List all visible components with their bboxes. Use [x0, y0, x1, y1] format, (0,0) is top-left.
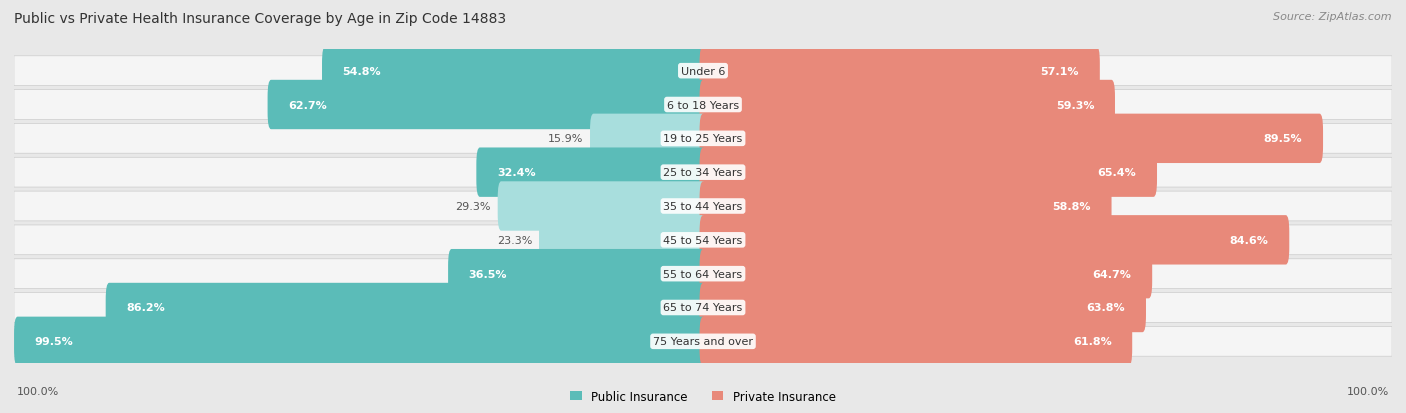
FancyBboxPatch shape — [700, 47, 1099, 96]
FancyBboxPatch shape — [14, 90, 1392, 120]
FancyBboxPatch shape — [700, 114, 1323, 164]
FancyBboxPatch shape — [322, 47, 706, 96]
Text: 86.2%: 86.2% — [127, 303, 165, 313]
Text: 15.9%: 15.9% — [548, 134, 583, 144]
Text: 29.3%: 29.3% — [456, 202, 491, 211]
Text: 100.0%: 100.0% — [1347, 387, 1389, 396]
Text: Public vs Private Health Insurance Coverage by Age in Zip Code 14883: Public vs Private Health Insurance Cover… — [14, 12, 506, 26]
FancyBboxPatch shape — [14, 293, 1392, 323]
Text: 6 to 18 Years: 6 to 18 Years — [666, 100, 740, 110]
FancyBboxPatch shape — [700, 148, 1157, 197]
FancyBboxPatch shape — [538, 216, 706, 265]
Text: Under 6: Under 6 — [681, 66, 725, 76]
FancyBboxPatch shape — [477, 148, 706, 197]
Text: 36.5%: 36.5% — [468, 269, 508, 279]
FancyBboxPatch shape — [700, 182, 1112, 231]
Text: 32.4%: 32.4% — [496, 168, 536, 178]
Text: 65 to 74 Years: 65 to 74 Years — [664, 303, 742, 313]
Text: 64.7%: 64.7% — [1092, 269, 1132, 279]
Text: Source: ZipAtlas.com: Source: ZipAtlas.com — [1274, 12, 1392, 22]
FancyBboxPatch shape — [700, 317, 1132, 366]
FancyBboxPatch shape — [591, 114, 706, 164]
FancyBboxPatch shape — [700, 283, 1146, 332]
Text: 99.5%: 99.5% — [35, 337, 73, 347]
Legend: Public Insurance, Private Insurance: Public Insurance, Private Insurance — [571, 390, 835, 403]
Text: 62.7%: 62.7% — [288, 100, 328, 110]
Text: 59.3%: 59.3% — [1056, 100, 1094, 110]
Text: 23.3%: 23.3% — [496, 235, 531, 245]
Text: 61.8%: 61.8% — [1073, 337, 1112, 347]
Text: 63.8%: 63.8% — [1087, 303, 1125, 313]
FancyBboxPatch shape — [449, 249, 706, 299]
Text: 89.5%: 89.5% — [1264, 134, 1302, 144]
FancyBboxPatch shape — [14, 327, 1392, 356]
Text: 65.4%: 65.4% — [1098, 168, 1136, 178]
Text: 58.8%: 58.8% — [1052, 202, 1091, 211]
FancyBboxPatch shape — [14, 192, 1392, 221]
FancyBboxPatch shape — [700, 216, 1289, 265]
Text: 35 to 44 Years: 35 to 44 Years — [664, 202, 742, 211]
Text: 75 Years and over: 75 Years and over — [652, 337, 754, 347]
FancyBboxPatch shape — [14, 57, 1392, 86]
Text: 54.8%: 54.8% — [343, 66, 381, 76]
Text: 55 to 64 Years: 55 to 64 Years — [664, 269, 742, 279]
FancyBboxPatch shape — [498, 182, 706, 231]
FancyBboxPatch shape — [14, 225, 1392, 255]
FancyBboxPatch shape — [267, 81, 706, 130]
Text: 25 to 34 Years: 25 to 34 Years — [664, 168, 742, 178]
FancyBboxPatch shape — [105, 283, 706, 332]
FancyBboxPatch shape — [700, 81, 1115, 130]
Text: 45 to 54 Years: 45 to 54 Years — [664, 235, 742, 245]
Text: 84.6%: 84.6% — [1230, 235, 1268, 245]
Text: 57.1%: 57.1% — [1040, 66, 1080, 76]
FancyBboxPatch shape — [14, 124, 1392, 154]
Text: 19 to 25 Years: 19 to 25 Years — [664, 134, 742, 144]
FancyBboxPatch shape — [14, 317, 706, 366]
FancyBboxPatch shape — [14, 158, 1392, 188]
FancyBboxPatch shape — [700, 249, 1152, 299]
Text: 100.0%: 100.0% — [17, 387, 59, 396]
FancyBboxPatch shape — [14, 259, 1392, 289]
